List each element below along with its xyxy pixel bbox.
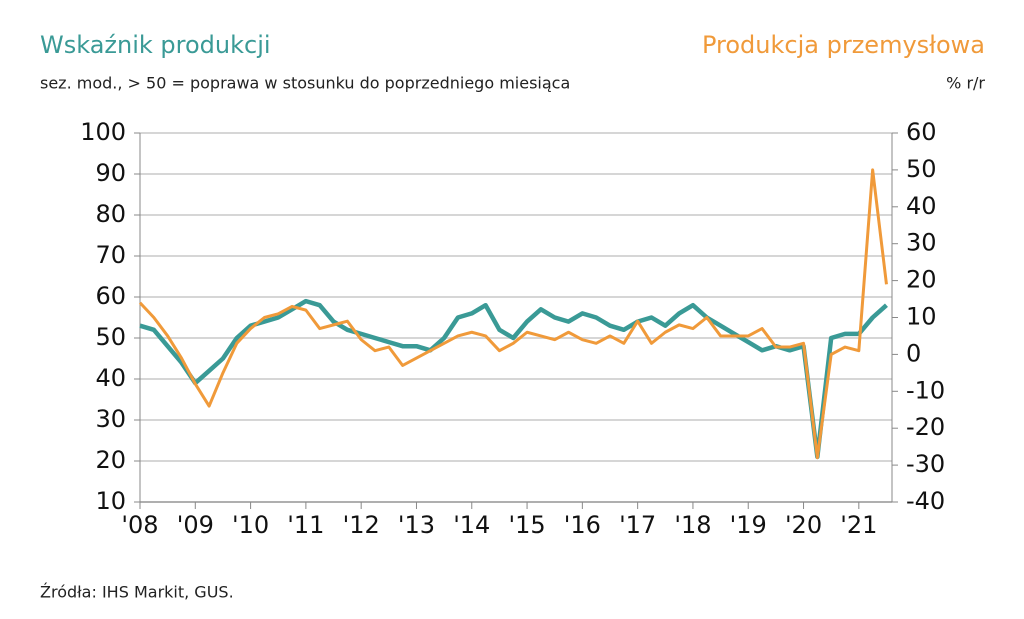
x-tick-label: '09 (177, 511, 214, 539)
y2-tick-label: -40 (906, 487, 945, 515)
y2-tick-label: 50 (906, 155, 937, 183)
y-tick-label: 80 (95, 200, 126, 228)
y2-tick-label: 0 (906, 339, 921, 367)
x-tick-label: '19 (730, 511, 767, 539)
x-tick-label: '16 (564, 511, 601, 539)
y-tick-label: 90 (95, 159, 126, 187)
x-tick-label: '08 (121, 511, 158, 539)
x-tick-label: '14 (453, 511, 490, 539)
y-tick-label: 30 (95, 405, 126, 433)
y-tick-label: 40 (95, 364, 126, 392)
y2-tick-label: 30 (906, 229, 937, 257)
y-tick-label: 70 (95, 241, 126, 269)
line-series (138, 168, 888, 460)
x-tick-label: '21 (840, 511, 877, 539)
y2-tick-label: 40 (906, 192, 937, 220)
y2-tick-label: 10 (906, 303, 937, 331)
y-tick-label: 10 (95, 487, 126, 515)
x-tick-label: '20 (785, 511, 822, 539)
x-tick-label: '12 (343, 511, 380, 539)
y2-tick-label: -10 (906, 376, 945, 404)
x-tick-label: '10 (232, 511, 269, 539)
chart-title-right: Produkcja przemysłowa (702, 31, 985, 59)
x-tick-label: '13 (398, 511, 435, 539)
y2-tick-label: 20 (906, 266, 937, 294)
y-tick-label: 20 (95, 446, 126, 474)
x-tick-label: '11 (287, 511, 324, 539)
y2-tick-label: 60 (906, 118, 937, 146)
y-tick-label: 50 (95, 323, 126, 351)
y-tick-label: 60 (95, 282, 126, 310)
line-series (139, 298, 888, 460)
chart-title: Wskaźnik produkcji (40, 31, 271, 59)
y-tick-label: 100 (80, 118, 126, 146)
x-tick-label: '18 (674, 511, 711, 539)
y2-tick-label: -30 (906, 450, 945, 478)
subtitle: sez. mod., > 50 = poprawa w stosunku do … (40, 74, 570, 93)
x-tick-label: '15 (508, 511, 545, 539)
source: Źródła: IHS Markit, GUS. (40, 583, 234, 602)
y2-tick-label: -20 (906, 413, 945, 441)
y2-label: % r/r (946, 74, 985, 93)
x-tick-label: '17 (619, 511, 656, 539)
